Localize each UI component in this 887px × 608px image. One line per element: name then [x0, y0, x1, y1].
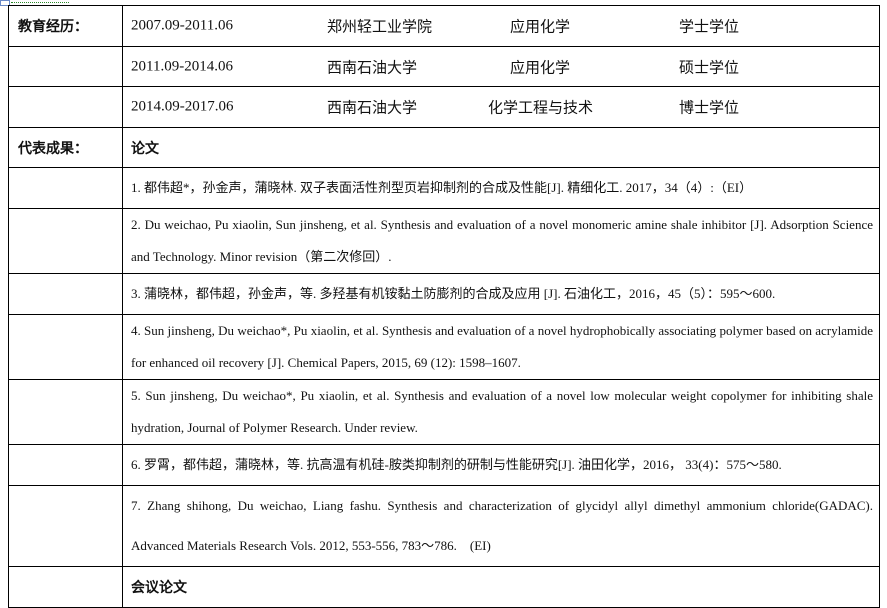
- paper-item: 6. 罗霄，都伟超，蒲晓林，等. 抗高温有机硅-胺类抑制剂的研制与性能研究[J]…: [122, 444, 880, 486]
- education-row: 2011.09-2014.06 西南石油大学 应用化学 硕士学位: [8, 46, 880, 87]
- paper-row: 5. Sun jinsheng, Du weichao*, Pu xiaolin…: [8, 379, 880, 445]
- paper-row: 3. 蒲晓林，都伟超，孙金声，等. 多羟基有机铵黏土防膨剂的合成及应用 [J].…: [8, 273, 880, 315]
- paper-item: 3. 蒲晓林，都伟超，孙金声，等. 多羟基有机铵黏土防膨剂的合成及应用 [J].…: [122, 273, 880, 315]
- education-row: 2014.09-2017.06 西南石油大学 化学工程与技术 博士学位: [8, 86, 880, 128]
- edu-degree: 博士学位: [679, 98, 740, 117]
- edu-school: 郑州轻工业学院: [327, 17, 433, 36]
- paper-row: 4. Sun jinsheng, Du weichao*, Pu xiaolin…: [8, 314, 880, 380]
- edu-school: 西南石油大学: [327, 58, 418, 76]
- achievements-row: 代表成果： 论文: [8, 127, 880, 168]
- paper-item: 2. Du weichao, Pu xiaolin, Sun jinsheng,…: [122, 208, 880, 274]
- edu-period: 2007.09-2011.06: [131, 17, 233, 34]
- table-move-handle-icon[interactable]: [0, 0, 10, 6]
- edu-major: 应用化学: [510, 58, 571, 76]
- achievements-label: 代表成果：: [8, 127, 123, 168]
- edu-period: 2011.09-2014.06: [131, 58, 233, 74]
- edu-degree: 硕士学位: [679, 58, 740, 76]
- education-row: 教育经历： 2007.09-2011.06 郑州轻工业学院 应用化学 学士学位: [8, 5, 880, 47]
- conference-heading: 会议论文: [122, 566, 880, 608]
- conference-row: 会议论文: [8, 566, 880, 608]
- edu-school: 西南石油大学: [327, 98, 418, 117]
- spellcheck-underline: [11, 0, 69, 3]
- paper-item: 7. Zhang shihong, Du weichao, Liang fash…: [122, 485, 880, 567]
- paper-row: 1. 都伟超*，孙金声，蒲晓林. 双子表面活性剂型页岩抑制剂的合成及性能[J].…: [8, 167, 880, 209]
- paper-item: 4. Sun jinsheng, Du weichao*, Pu xiaolin…: [122, 314, 880, 380]
- paper-row: 2. Du weichao, Pu xiaolin, Sun jinsheng,…: [8, 208, 880, 274]
- edu-major: 化学工程与技术: [488, 98, 594, 117]
- edu-degree: 学士学位: [679, 17, 740, 36]
- paper-row: 6. 罗霄，都伟超，蒲晓林，等. 抗高温有机硅-胺类抑制剂的研制与性能研究[J]…: [8, 444, 880, 486]
- education-label: 教育经历：: [8, 5, 123, 47]
- resume-table: 教育经历： 2007.09-2011.06 郑州轻工业学院 应用化学 学士学位 …: [8, 5, 880, 608]
- paper-item: 5. Sun jinsheng, Du weichao*, Pu xiaolin…: [122, 379, 880, 445]
- papers-heading: 论文: [122, 127, 880, 168]
- edu-period: 2014.09-2017.06: [131, 98, 234, 115]
- paper-item: 1. 都伟超*，孙金声，蒲晓林. 双子表面活性剂型页岩抑制剂的合成及性能[J].…: [122, 167, 880, 209]
- paper-row: 7. Zhang shihong, Du weichao, Liang fash…: [8, 485, 880, 567]
- edu-major: 应用化学: [510, 17, 571, 36]
